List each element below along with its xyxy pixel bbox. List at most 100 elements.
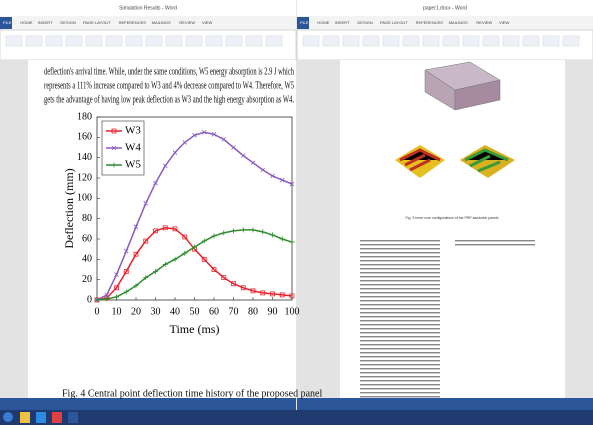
ribbon-button[interactable]: [563, 36, 579, 46]
ribbon-button[interactable]: [543, 36, 559, 46]
ribbon-button[interactable]: [106, 36, 122, 46]
ribbon-button[interactable]: [6, 36, 22, 46]
ribbon-tab[interactable]: PAGE LAYOUT: [83, 20, 111, 25]
text-line: [360, 304, 440, 305]
ribbon-tab[interactable]: DESIGN: [60, 20, 75, 25]
ribbon-tab[interactable]: HOME: [20, 20, 32, 25]
ribbon-tab[interactable]: REFERENCES: [416, 20, 444, 25]
ribbon-button[interactable]: [186, 36, 202, 46]
ribbon-button[interactable]: [423, 36, 439, 46]
text-line: [360, 280, 440, 281]
window-title: paper1.docx - Word: [423, 5, 467, 11]
desktop: Simulation Results - WordFILEHOMEINSERTD…: [0, 0, 593, 425]
x-tick-label: 30: [151, 306, 161, 317]
paragraph-line: deflection's arrival time. While, under …: [44, 66, 294, 77]
ribbon-button[interactable]: [46, 36, 62, 46]
y-tick-label: 40: [82, 254, 92, 265]
ribbon-button[interactable]: [403, 36, 419, 46]
text-line: [360, 308, 440, 309]
ribbon-button[interactable]: [483, 36, 499, 46]
text-line: [360, 252, 440, 253]
y-tick-label: 140: [77, 152, 92, 163]
ribbon-button[interactable]: [303, 36, 319, 46]
ribbon-button[interactable]: [246, 36, 262, 46]
taskbar-icon[interactable]: [68, 412, 78, 423]
x-tick-label: 80: [248, 306, 258, 317]
ribbon-tab[interactable]: HOME: [317, 20, 329, 25]
taskbar-icon[interactable]: [20, 412, 30, 423]
text-line: [360, 376, 440, 377]
y-tick-label: 100: [77, 193, 92, 204]
ribbon-tab[interactable]: FILE: [300, 20, 309, 25]
ribbon-button[interactable]: [26, 36, 42, 46]
ribbon-button[interactable]: [463, 36, 479, 46]
text-line: [360, 372, 440, 373]
ribbon-tab[interactable]: PAGE LAYOUT: [380, 20, 408, 25]
ribbon-button[interactable]: [323, 36, 339, 46]
ribbon-tab[interactable]: REVIEW: [179, 20, 195, 25]
text-line: [360, 256, 440, 257]
ribbon-button[interactable]: [226, 36, 242, 46]
text-line: [360, 340, 440, 341]
ribbon-button[interactable]: [266, 36, 282, 46]
text-line: [360, 364, 440, 365]
ribbon-button[interactable]: [86, 36, 102, 46]
ribbon-button[interactable]: [503, 36, 519, 46]
text-line: [360, 316, 440, 317]
y-tick-label: 160: [77, 132, 92, 143]
ribbon-tab[interactable]: MAILINGS: [152, 20, 171, 25]
legend-label: W4: [125, 142, 141, 154]
text-line: [360, 332, 440, 333]
ribbon-button[interactable]: [383, 36, 399, 46]
text-line: [360, 276, 440, 277]
ribbon-button[interactable]: [66, 36, 82, 46]
ribbon-button[interactable]: [126, 36, 142, 46]
legend-label: W3: [125, 125, 141, 137]
figure-caption: Fig. 4 Central point deflection time his…: [62, 388, 322, 399]
ribbon-tab[interactable]: MAILINGS: [449, 20, 468, 25]
text-line: [360, 348, 440, 349]
y-tick-label: 120: [77, 172, 92, 183]
ribbon-button[interactable]: [443, 36, 459, 46]
taskbar-icon[interactable]: [52, 412, 62, 423]
text-line: [360, 344, 440, 345]
y-axis-label: Deflection (mm): [62, 168, 76, 248]
ribbon-tab[interactable]: VIEW: [499, 20, 509, 25]
text-line: [360, 284, 440, 285]
ribbon-button[interactable]: [146, 36, 162, 46]
y-tick-label: 0: [87, 294, 92, 305]
text-line: [360, 244, 440, 245]
ribbon-button[interactable]: [166, 36, 182, 46]
text-line: [360, 272, 440, 273]
ribbon-tab[interactable]: REFERENCES: [119, 20, 147, 25]
start-button[interactable]: [3, 412, 13, 422]
ribbon-button[interactable]: [363, 36, 379, 46]
ribbon-button[interactable]: [206, 36, 222, 46]
text-line: [360, 388, 440, 389]
taskbar: [0, 410, 593, 425]
x-tick-label: 10: [112, 306, 122, 317]
page: [340, 60, 565, 398]
text-line: [360, 248, 440, 249]
text-line: [455, 244, 535, 245]
status-bar: [297, 398, 593, 410]
text-line: [360, 360, 440, 361]
text-line: [360, 352, 440, 353]
ribbon-tab[interactable]: VIEW: [202, 20, 212, 25]
ribbon-tab[interactable]: INSERT: [38, 20, 53, 25]
text-line: [360, 268, 440, 269]
text-line: [360, 292, 440, 293]
ribbon-tab[interactable]: INSERT: [335, 20, 350, 25]
ribbon-tab[interactable]: DESIGN: [357, 20, 372, 25]
ribbon-button[interactable]: [523, 36, 539, 46]
taskbar-icon[interactable]: [36, 412, 46, 423]
ribbon-button[interactable]: [343, 36, 359, 46]
paragraph-line: gets the advantage of having low peak de…: [44, 94, 294, 105]
y-tick-label: 180: [77, 111, 92, 122]
ribbon-tab[interactable]: REVIEW: [476, 20, 492, 25]
y-tick-label: 60: [82, 233, 92, 244]
text-line: [360, 368, 440, 369]
ribbon-tab[interactable]: FILE: [3, 20, 12, 25]
x-tick-label: 70: [229, 306, 239, 317]
text-line: [360, 396, 440, 397]
